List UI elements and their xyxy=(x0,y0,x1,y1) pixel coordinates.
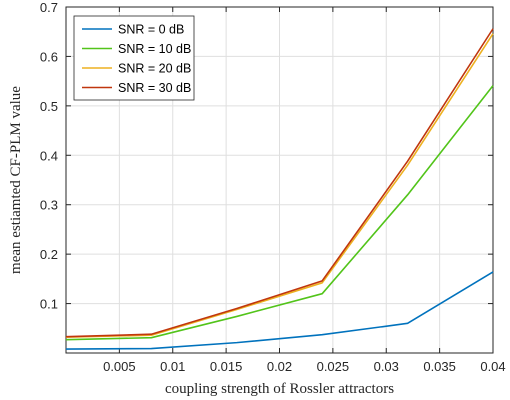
y-tick-label: 0.3 xyxy=(40,198,58,213)
x-tick-label: 0.035 xyxy=(423,359,456,374)
series-line-1 xyxy=(65,85,494,341)
y-tick-label: 0.4 xyxy=(40,148,58,163)
x-tick-label: 0.03 xyxy=(374,359,399,374)
legend-label: SNR = 30 dB xyxy=(118,81,191,95)
x-tick-label: 0.02 xyxy=(267,359,292,374)
series-line-0 xyxy=(65,271,494,350)
series-line-3 xyxy=(65,28,494,338)
y-tick-label: 0.5 xyxy=(40,99,58,114)
y-tick-label: 0.1 xyxy=(40,297,58,312)
x-tick-label: 0.04 xyxy=(480,359,505,374)
legend-label: SNR = 10 dB xyxy=(118,42,191,56)
x-tick-label: 0.015 xyxy=(210,359,243,374)
series-line-2 xyxy=(65,33,494,338)
y-axis-label: mean estiamted CF-PLM value xyxy=(8,86,24,274)
x-tick-label: 0.005 xyxy=(103,359,136,374)
y-tick-label: 0.7 xyxy=(40,0,58,15)
legend-box xyxy=(73,15,195,101)
legend-label: SNR = 0 dB xyxy=(118,23,184,37)
x-axis-label: coupling strength of Rossler attractors xyxy=(165,381,394,397)
y-tick-label: 0.6 xyxy=(40,49,58,64)
legend-label: SNR = 20 dB xyxy=(118,62,191,76)
x-tick-label: 0.025 xyxy=(317,359,350,374)
y-tick-label: 0.2 xyxy=(40,247,58,262)
x-tick-label: 0.01 xyxy=(160,359,185,374)
